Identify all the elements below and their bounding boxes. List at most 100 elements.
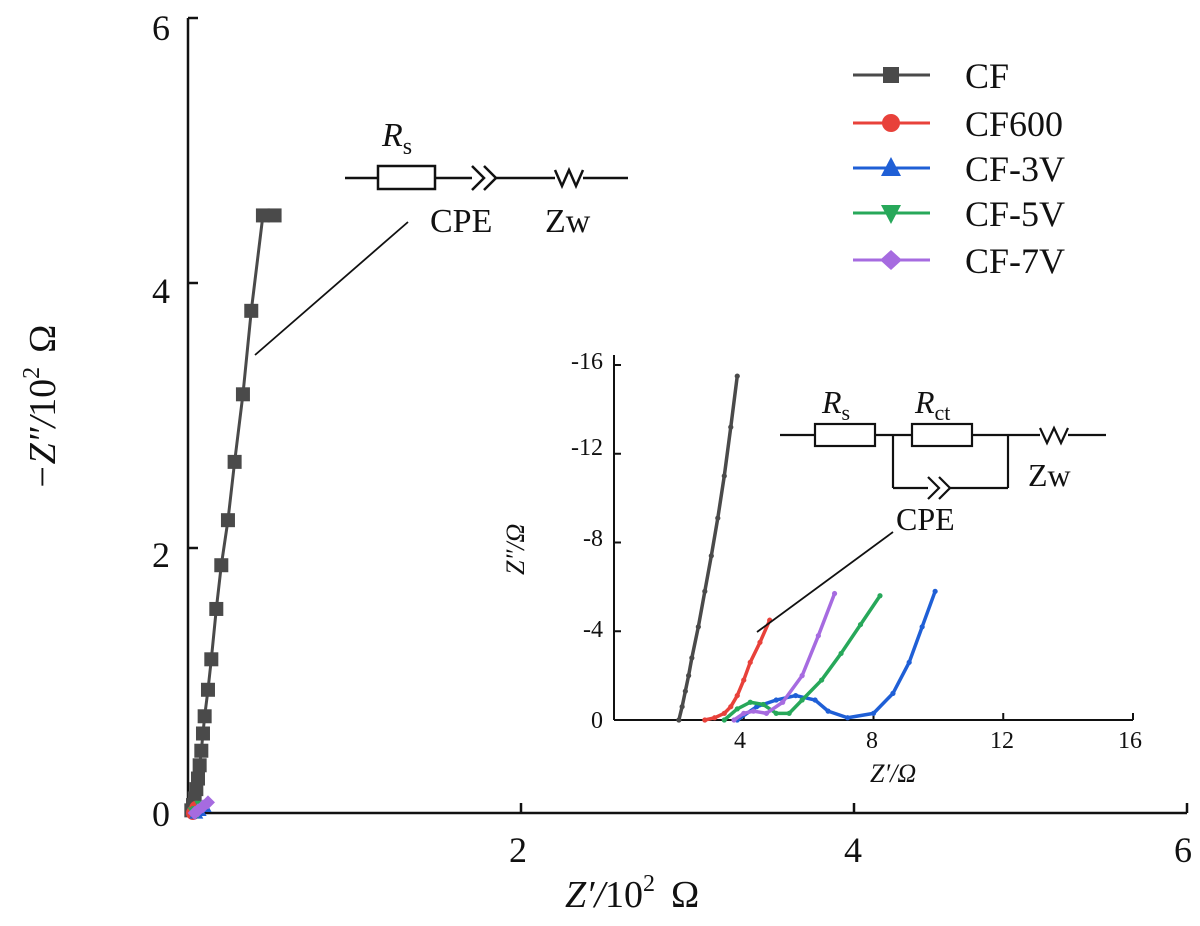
main-xlabel-unit: Ω (671, 874, 699, 916)
inset-point (728, 704, 734, 710)
inset-point (760, 701, 766, 708)
inset-y-axis-title: Z″/Ω (501, 524, 530, 575)
main-y-tick-label: 6 (152, 8, 170, 48)
main-point (204, 652, 219, 667)
inset-point (780, 699, 786, 705)
main-series (184, 208, 282, 820)
main-point (197, 709, 212, 724)
inset-series-line (736, 590, 937, 722)
main-point (267, 208, 282, 223)
inset-point (890, 690, 896, 696)
inset-point (679, 704, 685, 710)
inset-point (695, 624, 701, 630)
inset-series-cf-3v (734, 588, 938, 723)
main-y-tick-label: 2 (152, 535, 170, 575)
inset-y-tick-label: -4 (583, 617, 603, 643)
legend-entry-cf600: CF600 (853, 104, 1063, 144)
inset-point (838, 650, 844, 657)
legend-marker-diamond (880, 250, 902, 270)
legend-marker-triangle-down (881, 205, 901, 224)
main-xlabel-base: 10 (605, 874, 643, 916)
inset-circuit-cpe-symbol (927, 476, 941, 500)
legend-label: CF600 (965, 104, 1063, 144)
main-point (255, 208, 270, 223)
inset-point (857, 621, 864, 628)
inset-y-tick-label: -16 (571, 349, 603, 375)
inset-circuit-rct-label: Rct (914, 384, 950, 425)
inset-circuit-rs-label: Rs (821, 384, 850, 425)
main-axes (186, 18, 1187, 815)
main-point (214, 558, 229, 573)
inset-circuit-cpe-label: CPE (896, 501, 955, 537)
inset-point (728, 424, 734, 430)
main-x-tick-label: 6 (1174, 830, 1192, 870)
legend: CF CF600 CF-3V CF-5V CF-7V (853, 56, 1065, 281)
inset-point (844, 715, 851, 721)
main-circuit-cpe-symbol (471, 165, 486, 191)
inset-circuit-leader-line (756, 531, 894, 633)
inset-circuit-cpe-symbol (938, 476, 952, 500)
inset-y-tick-labels: 0 -4 -8 -12 -16 (571, 349, 603, 734)
inset-circuit-zw-label: Zw (1028, 457, 1071, 493)
legend-marker-triangle-up (881, 157, 901, 176)
main-circuit-resistor (376, 164, 437, 191)
inset-x-tick-labels: 4 8 12 16 (734, 728, 1142, 754)
inset-circuit (756, 422, 1106, 633)
inset-point (773, 710, 779, 716)
inset-point (906, 659, 912, 665)
main-xlabel-main: Z′/ (565, 874, 608, 916)
inset-point (919, 624, 925, 630)
inset-x-tick-label: 16 (1118, 728, 1142, 754)
inset-series (676, 373, 938, 723)
legend-label: CF-7V (965, 241, 1065, 281)
main-circuit-cpe-symbol (483, 165, 498, 191)
main-point (195, 726, 210, 741)
inset-point (676, 717, 682, 723)
inset-point (799, 673, 805, 679)
legend-entry-cf: CF (853, 56, 1009, 96)
main-circuit-zw-label: Zw (545, 203, 591, 240)
main-point (220, 513, 235, 528)
main-circuit-rs-label: Rs (381, 117, 412, 160)
legend-marker-circle (882, 114, 900, 132)
inset-circuit-warburg-symbol (1039, 425, 1069, 446)
main-y-axis-title: −Z″/102 Ω (19, 325, 64, 490)
inset-x-axis-title: Z′/Ω (870, 759, 916, 788)
main-circuit-cpe-label: CPE (430, 203, 492, 240)
inset-x-tick-label: 8 (866, 728, 878, 754)
main-point (200, 682, 215, 697)
main-point (189, 782, 204, 797)
main-series-cf (184, 208, 282, 818)
inset-point (815, 633, 821, 639)
legend-entry-cf-3v: CF-3V (853, 149, 1065, 189)
inset-point (702, 717, 708, 723)
inset-point (711, 715, 718, 721)
inset-series-cf600 (702, 617, 773, 723)
inset-x-tick-label: 12 (990, 728, 1014, 754)
main-point (192, 758, 207, 773)
main-ylabel-base: 10 (22, 379, 64, 417)
inset-series-cf (676, 373, 740, 723)
inset-point (741, 677, 747, 683)
inset-point (870, 710, 877, 716)
main-ylabel-exp: 2 (19, 367, 45, 379)
inset-series-cf-7v (731, 590, 838, 723)
main-point (200, 795, 215, 810)
inset-point (689, 655, 695, 661)
inset-x-tick-label: 4 (734, 728, 746, 754)
legend-marker-square (883, 67, 899, 83)
legend-label: CF (965, 56, 1009, 96)
inset-point (877, 593, 883, 599)
inset-point (721, 473, 727, 479)
main-point (244, 303, 259, 318)
inset-point (819, 677, 825, 683)
inset-point (734, 692, 740, 699)
main-point (194, 743, 209, 758)
main-y-tick-label: 0 (152, 794, 170, 834)
legend-label: CF-5V (965, 194, 1065, 234)
main-ylabel-main: −Z″/ (22, 413, 64, 490)
inset-point (741, 710, 747, 716)
inset-point (831, 590, 838, 597)
main-y-tick-labels: 0 2 4 6 (152, 8, 170, 834)
